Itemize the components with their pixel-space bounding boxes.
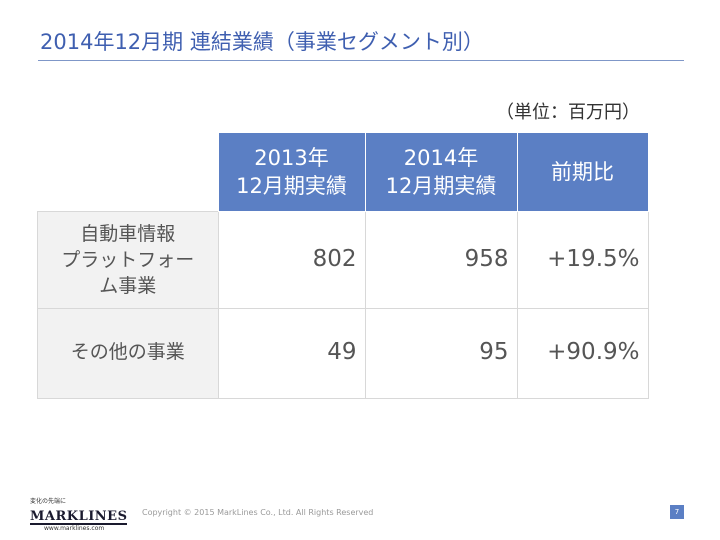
row-label-line: 自動車情報 — [80, 222, 176, 245]
cell-fy2014-value: 95 — [364, 307, 518, 399]
segment-results-table: 2013年 12月期実績 2014年 12月期実績 前期比 自動車情報 プラット… — [37, 132, 649, 399]
row-label-auto-platform: 自動車情報 プラットフォー ム事業 — [37, 210, 219, 309]
copyright-notice: Copyright © 2015 MarkLines Co., Ltd. All… — [142, 508, 374, 517]
header-fy2013: 2013年 12月期実績 — [217, 132, 366, 212]
row-label-line: ム事業 — [99, 274, 157, 297]
row-label-line: その他の事業 — [70, 340, 185, 363]
header-fy2014-period: 12月期実績 — [385, 173, 497, 198]
cell-fy2014-value: 958 — [364, 210, 518, 309]
header-yoy-change: 前期比 — [516, 132, 649, 212]
logo-tagline: 変化の先端に — [30, 498, 67, 505]
row-label-other: その他の事業 — [37, 307, 219, 399]
marklines-logo: 変化の先端に MARKLINES www.marklines.com — [30, 498, 130, 532]
header-yoy-change-label: 前期比 — [551, 159, 614, 184]
cell-fy2013-value: 802 — [217, 210, 366, 309]
header-fy2013-year: 2013年 — [254, 145, 329, 170]
row-label-line: プラットフォー — [61, 248, 195, 271]
cell-fy2013-value: 49 — [217, 307, 366, 399]
title-divider — [38, 60, 684, 61]
unit-note: （単位：百万円） — [496, 102, 640, 123]
header-fy2013-period: 12月期実績 — [236, 173, 347, 198]
table-row: その他の事業 49 95 +90.9% — [37, 307, 649, 399]
page-number: 7 — [670, 505, 684, 519]
table-header-row: 2013年 12月期実績 2014年 12月期実績 前期比 — [37, 132, 649, 212]
cell-yoy-change: +19.5% — [516, 210, 649, 309]
logo-url: www.marklines.com — [44, 525, 105, 532]
table-corner-cell — [37, 132, 218, 211]
table-row: 自動車情報 プラットフォー ム事業 802 958 +19.5% — [37, 210, 649, 309]
slide-title: 2014年12月期 連結業績（事業セグメント別） — [40, 30, 484, 54]
logo-wordmark: MARKLINES — [30, 509, 128, 525]
header-fy2014: 2014年 12月期実績 — [364, 132, 518, 212]
header-fy2014-year: 2014年 — [403, 145, 479, 170]
cell-yoy-change: +90.9% — [516, 307, 649, 399]
